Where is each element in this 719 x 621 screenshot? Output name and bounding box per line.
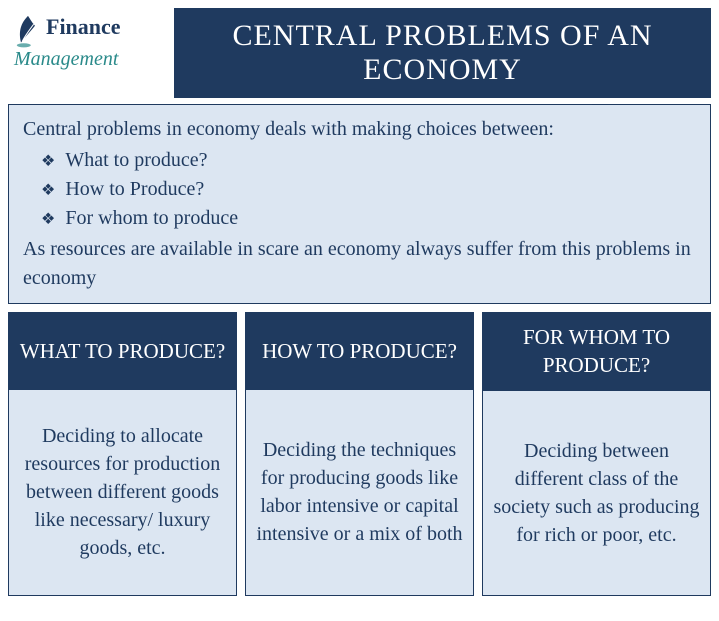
logo-text-management: Management xyxy=(14,48,118,71)
card-header: FOR WHOM TO PRODUCE? xyxy=(482,312,711,391)
logo-row: Finance xyxy=(14,14,121,50)
cards-row: WHAT TO PRODUCE? Deciding to allocate re… xyxy=(8,312,711,596)
main-title: CENTRAL PROBLEMS OF AN ECONOMY xyxy=(174,8,711,98)
infographic-root: Finance Management CENTRAL PROBLEMS OF A… xyxy=(8,8,711,613)
card-body: Deciding between different class of the … xyxy=(482,391,711,596)
card-for-whom: FOR WHOM TO PRODUCE? Deciding between di… xyxy=(482,312,711,596)
intro-bullet: For whom to produce xyxy=(41,204,696,233)
card-body: Deciding the techniques for producing go… xyxy=(245,390,474,596)
intro-bullet: What to produce? xyxy=(41,146,696,175)
intro-tail: As resources are available in scare an e… xyxy=(23,235,696,293)
card-header: WHAT TO PRODUCE? xyxy=(8,312,237,390)
top-row: Finance Management CENTRAL PROBLEMS OF A… xyxy=(8,8,711,98)
intro-lead: Central problems in economy deals with m… xyxy=(23,115,696,144)
quill-leaf-icon xyxy=(14,14,42,50)
card-header: HOW TO PRODUCE? xyxy=(245,312,474,390)
intro-bullet: How to Produce? xyxy=(41,175,696,204)
logo-text-finance: Finance xyxy=(46,14,121,40)
intro-box: Central problems in economy deals with m… xyxy=(8,104,711,304)
card-what: WHAT TO PRODUCE? Deciding to allocate re… xyxy=(8,312,237,596)
card-how: HOW TO PRODUCE? Deciding the techniques … xyxy=(245,312,474,596)
card-body: Deciding to allocate resources for produ… xyxy=(8,390,237,596)
intro-bullet-list: What to produce? How to Produce? For who… xyxy=(23,146,696,233)
logo-box: Finance Management xyxy=(8,8,168,98)
